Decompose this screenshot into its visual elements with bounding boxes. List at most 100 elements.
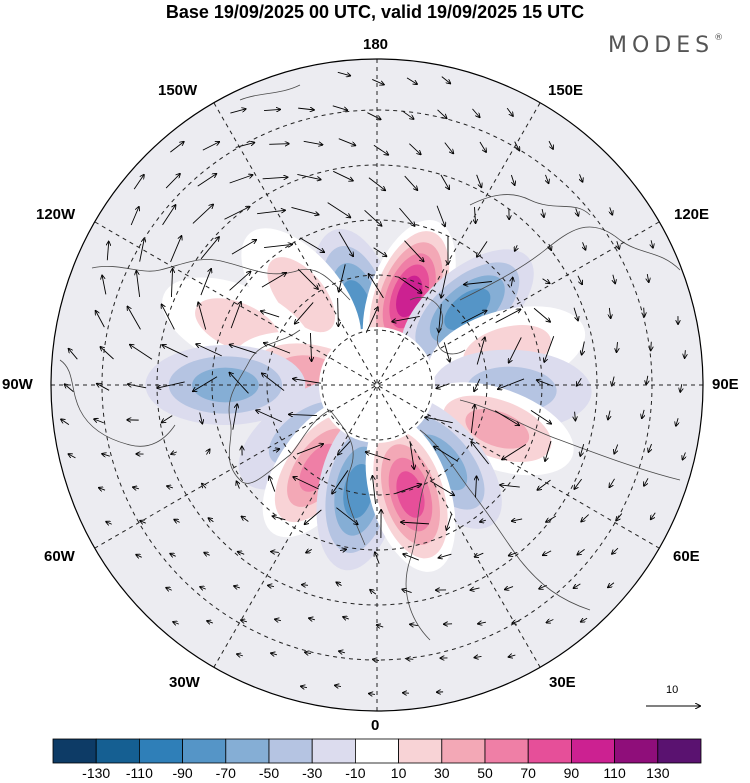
lon-label-180: 180: [363, 36, 389, 53]
wind-arrow: [162, 345, 188, 358]
wind-arrow: [102, 276, 107, 295]
wind-arrow: [305, 509, 322, 524]
wind-arrow: [231, 240, 256, 255]
wind-arrow: [471, 588, 480, 590]
wind-arrow: [262, 373, 285, 391]
wind-arrow: [262, 177, 288, 179]
wind-arrow: [237, 654, 244, 656]
wind-arrow: [332, 470, 349, 493]
wind-arrow: [404, 175, 418, 190]
colorbar-swatch: [441, 738, 486, 764]
wind-arrow: [170, 236, 182, 263]
wind-arrow: [651, 341, 652, 351]
wind-arrow: [200, 412, 203, 424]
wind-arrow: [339, 549, 346, 550]
wind-arrow: [683, 452, 686, 460]
wind-arrow: [264, 244, 292, 248]
colorbar-tick-label: -110: [125, 765, 153, 781]
wind-arrow: [425, 417, 453, 424]
anomaly-center: [145, 345, 306, 425]
wind-arrow: [171, 269, 172, 298]
wind-arrow: [402, 589, 412, 592]
wind-arrow: [577, 549, 585, 554]
wind-arrow: [410, 624, 418, 625]
wind-arrow: [509, 552, 518, 555]
wind-arrow: [206, 449, 209, 455]
wind-arrow: [370, 590, 377, 595]
colorbar-tick-label: -30: [302, 765, 323, 781]
wind-arrow: [680, 384, 681, 392]
colorbar-tick-label: 30: [434, 765, 450, 781]
colorbar-swatch: [657, 738, 702, 764]
wind-arrow: [509, 655, 516, 657]
colorbar-swatch: [95, 738, 140, 764]
anomaly-contour: [343, 463, 374, 519]
wind-arrow: [613, 274, 615, 284]
wind-arrow: [230, 345, 257, 354]
wind-arrow: [545, 440, 552, 461]
colorbar-tick-label: 10: [390, 765, 407, 781]
wind-arrow: [202, 142, 219, 151]
brand-name: MODES: [608, 33, 715, 58]
wind-arrow: [580, 444, 585, 456]
wind-arrow: [372, 79, 384, 84]
wind-arrow: [261, 273, 286, 288]
colorbar-tick-label: 70: [520, 765, 536, 781]
wind-arrow: [309, 618, 316, 620]
wind-arrow: [229, 272, 251, 291]
wind-arrow: [238, 552, 245, 555]
wind-arrow: [549, 243, 551, 250]
wind-arrow: [200, 587, 206, 589]
wind-arrow: [170, 142, 183, 153]
wind-arrow: [167, 486, 173, 488]
wind-arrow: [293, 477, 319, 490]
wind-arrow: [651, 512, 656, 519]
wind-arrow: [479, 141, 486, 152]
reference-vector-label: 10: [666, 684, 679, 696]
wind-arrow: [237, 481, 240, 489]
wind-arrow: [609, 307, 610, 318]
wind-arrow: [306, 549, 312, 552]
wind-arrow: [542, 208, 544, 217]
wind-arrow: [377, 625, 384, 627]
wind-arrow: [133, 487, 140, 489]
wind-arrow: [338, 138, 355, 146]
wind-arrow: [234, 586, 240, 588]
wind-arrow: [476, 174, 482, 187]
wind-arrow: [372, 476, 376, 504]
wind-arrow: [394, 484, 421, 495]
wind-arrow: [128, 384, 147, 389]
wind-arrow: [130, 345, 153, 360]
wind-arrow: [364, 209, 382, 225]
wind-arrow: [198, 303, 207, 330]
colorbar-tick-label: -70: [215, 765, 236, 781]
wind-arrow: [106, 522, 112, 525]
wind-arrow: [200, 269, 211, 296]
wind-arrow: [327, 202, 351, 218]
pole-region: [319, 327, 435, 443]
wind-arrow: [196, 344, 222, 357]
wind-arrow: [365, 307, 377, 333]
wind-arrow: [133, 175, 144, 190]
wind-arrow: [268, 585, 275, 586]
wind-arrow: [339, 651, 346, 653]
wind-arrow: [644, 478, 649, 485]
wind-arrow: [174, 520, 180, 523]
wind-arrow: [297, 174, 320, 179]
colorbar-swatch: [614, 738, 659, 764]
wind-arrow: [367, 112, 380, 120]
wind-arrow: [403, 554, 419, 561]
wind-arrow: [271, 552, 279, 553]
wind-arrow: [392, 315, 420, 321]
wind-arrow: [429, 480, 454, 495]
wind-arrow: [617, 241, 619, 249]
wind-arrow: [581, 618, 588, 622]
wind-arrow: [369, 274, 384, 299]
wind-arrow: [475, 656, 482, 657]
lon-label-90w: 90W: [2, 376, 33, 393]
wind-arrow: [434, 447, 459, 462]
wind-arrow: [139, 238, 145, 262]
wind-arrow: [511, 278, 512, 287]
wind-arrow: [614, 444, 619, 454]
wind-arrow: [539, 585, 547, 589]
